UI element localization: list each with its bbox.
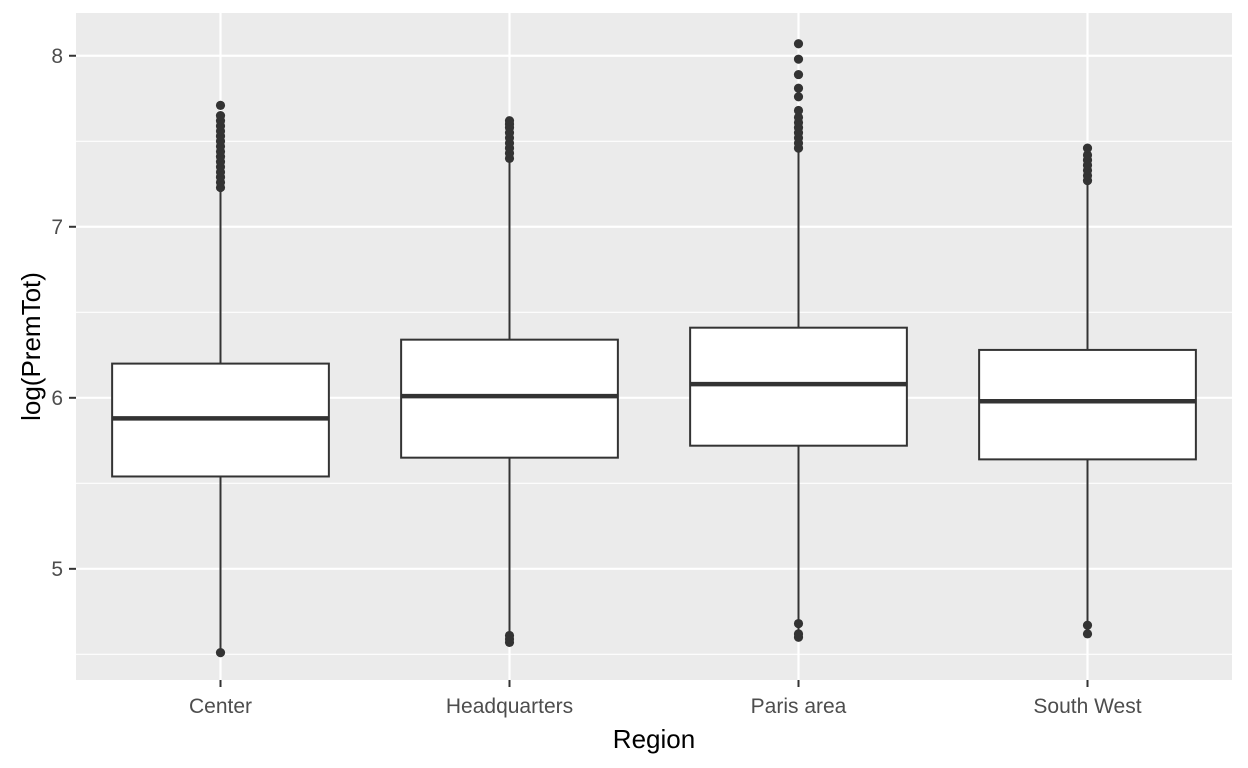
x-axis-title: Region	[613, 724, 695, 754]
outlier-point	[215, 100, 226, 110]
y-tick-label: 7	[51, 216, 63, 239]
minor-gridlines	[76, 140, 1232, 655]
outlier-point	[793, 69, 804, 80]
y-axis-title: log(PremTot)	[16, 272, 46, 421]
outlier-point	[1082, 629, 1093, 639]
outlier-point	[793, 83, 804, 93]
y-tick-label: 8	[51, 45, 63, 68]
outlier-point	[1082, 150, 1093, 160]
box-iqr	[978, 348, 1197, 461]
x-tick-label: South West	[1033, 695, 1141, 718]
outlier-point	[1082, 143, 1093, 153]
box-series	[111, 39, 1197, 658]
outlier-point	[1082, 620, 1093, 630]
outlier-point	[793, 618, 804, 629]
box-group-headquarters	[400, 116, 619, 647]
outlier-point	[504, 630, 515, 641]
y-tick-label: 5	[51, 558, 63, 581]
y-tick-label: 6	[51, 387, 63, 410]
outlier-point	[793, 112, 804, 122]
outlier-point	[215, 111, 226, 121]
outlier-point	[504, 116, 515, 126]
x-tick-label: Headquarters	[446, 695, 573, 718]
plot-panel	[76, 13, 1232, 680]
outlier-point	[793, 629, 804, 639]
x-tick-label: Center	[189, 695, 252, 718]
outlier-point	[793, 54, 804, 64]
outlier-point	[793, 92, 804, 102]
y-axis-ticks: 5 6 7 8	[51, 45, 76, 581]
box-iqr	[400, 338, 619, 459]
outlier-point	[215, 648, 226, 658]
box-group-paris-area	[689, 39, 908, 642]
outlier-point	[793, 105, 804, 116]
x-axis-ticks: Center Headquarters Paris area South West	[189, 680, 1142, 718]
box-iqr	[689, 326, 908, 447]
outlier-point	[793, 39, 804, 49]
x-tick-label: Paris area	[751, 695, 847, 718]
box-group-south-west	[978, 143, 1197, 639]
box-group-center	[111, 100, 330, 658]
